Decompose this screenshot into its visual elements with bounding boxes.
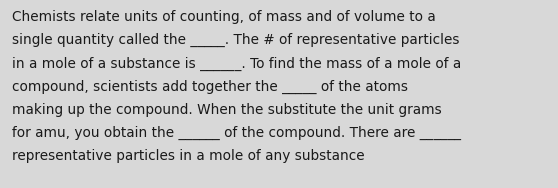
Text: single quantity called the _____. The # of representative particles: single quantity called the _____. The # …: [12, 33, 459, 47]
Text: compound, scientists add together the _____ of the atoms: compound, scientists add together the __…: [12, 80, 408, 94]
Text: for amu, you obtain the ______ of the compound. There are ______: for amu, you obtain the ______ of the co…: [12, 126, 461, 140]
Text: Chemists relate units of counting, of mass and of volume to a: Chemists relate units of counting, of ma…: [12, 10, 436, 24]
Text: in a mole of a substance is ______. To find the mass of a mole of a: in a mole of a substance is ______. To f…: [12, 56, 461, 70]
Text: making up the compound. When the substitute the unit grams: making up the compound. When the substit…: [12, 103, 442, 117]
Text: representative particles in a mole of any substance: representative particles in a mole of an…: [12, 149, 364, 163]
